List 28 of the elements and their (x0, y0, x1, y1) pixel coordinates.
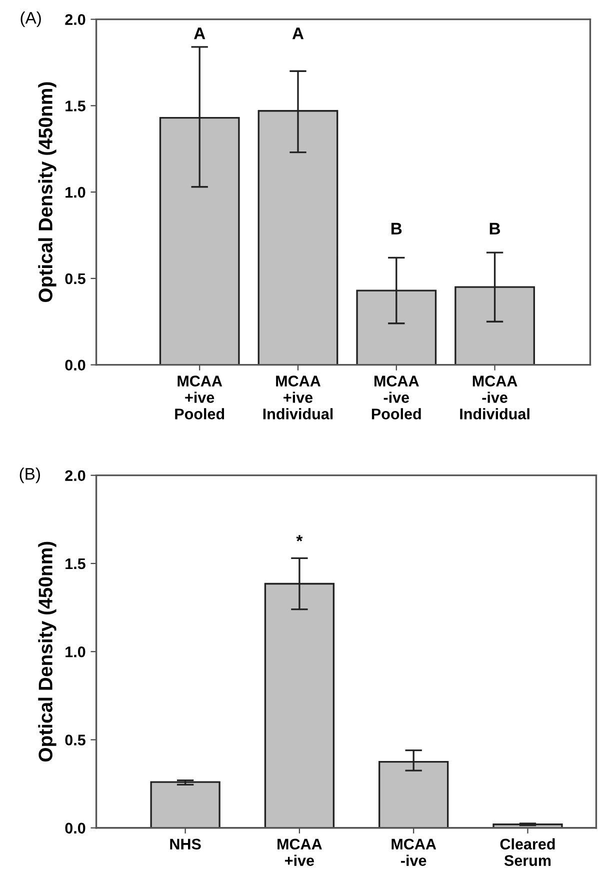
y-tick-label: 2.0 (65, 470, 86, 482)
y-axis-title: Optical Density (450nm) (38, 542, 56, 762)
x-tick-label: Cleared Serum (500, 838, 555, 866)
annotation: B (391, 222, 402, 234)
y-tick-label: 1.5 (66, 100, 86, 112)
annotation: B (490, 222, 500, 234)
y-tick-label: 0.5 (65, 273, 86, 284)
x-tick-label: MCAA -ive (392, 838, 436, 866)
y-tick-label: 0.0 (65, 360, 86, 371)
x-tick-label: MCAA +ive Pooled (175, 376, 224, 420)
x-tick-label: MCAA -ive Pooled (372, 376, 421, 420)
x-tick-label: MCAA +ive (278, 838, 322, 866)
y-tick-label: 0.5 (65, 734, 86, 746)
y-tick-label: 2.0 (65, 14, 86, 25)
annotation: A (292, 28, 304, 40)
y-tick-label: 0.0 (65, 822, 86, 834)
y-tick-label: 1.0 (66, 186, 86, 198)
x-tick-label: MCAA +ive Individual (263, 376, 333, 420)
y-axis-title: Optical Density (450nm) (38, 82, 56, 302)
annotation: A (194, 28, 206, 40)
x-tick-label: MCAA -ive Individual (460, 376, 530, 420)
x-tick-label: NHS (170, 838, 201, 850)
chart-title: (B) (20, 468, 40, 484)
bar (150, 781, 220, 828)
annotation: * (296, 535, 303, 542)
chart-title: (A) (20, 12, 41, 28)
y-tick-label: 1.5 (66, 558, 86, 570)
y-tick-label: 1.0 (66, 646, 86, 658)
